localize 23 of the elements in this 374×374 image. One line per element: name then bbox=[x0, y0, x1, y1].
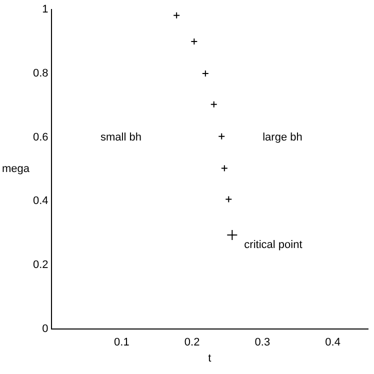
point bbox=[225, 196, 232, 203]
point bbox=[202, 70, 209, 77]
x-tick-label: 0.2 bbox=[184, 336, 200, 348]
annotation: small bh bbox=[100, 131, 142, 144]
x-tick-label: 0.3 bbox=[254, 336, 270, 348]
y-axis-title: mega bbox=[2, 163, 30, 176]
point bbox=[210, 100, 218, 108]
point bbox=[190, 38, 198, 46]
annotation: critical point bbox=[244, 238, 302, 251]
x-tick-label: 0.1 bbox=[114, 336, 130, 348]
point bbox=[173, 12, 180, 19]
y-tick-label: 0.2 bbox=[32, 258, 48, 271]
x-tick-label: 0.4 bbox=[325, 336, 340, 348]
y-tick-label: 0 bbox=[42, 322, 48, 335]
y-tick-label: 0.8 bbox=[32, 67, 48, 80]
x-axis-title: t bbox=[208, 352, 212, 364]
y-tick-label: 0.4 bbox=[32, 195, 48, 208]
point bbox=[218, 132, 226, 140]
point bbox=[220, 164, 228, 172]
annotation: large bh bbox=[262, 131, 302, 144]
y-tick-label: 0.6 bbox=[32, 131, 48, 144]
point bbox=[226, 229, 238, 240]
y-tick-label: 1 bbox=[42, 4, 48, 16]
